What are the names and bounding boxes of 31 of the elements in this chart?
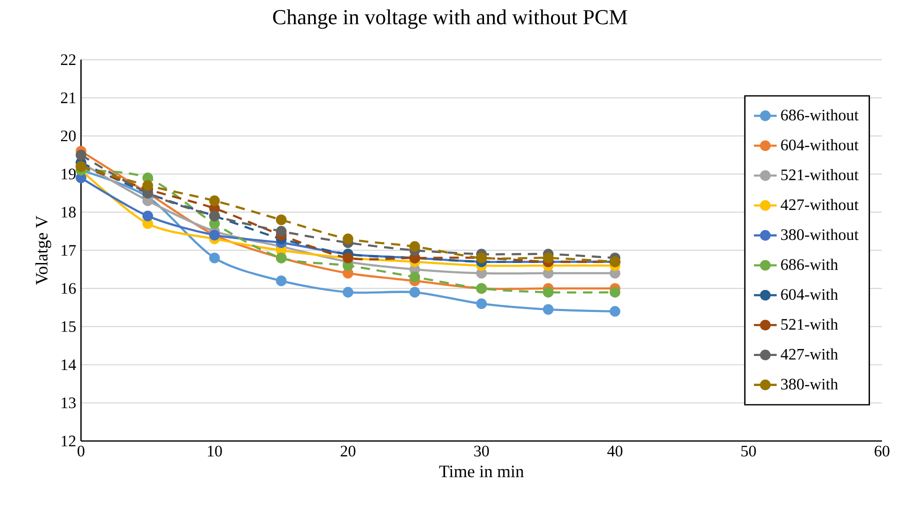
y-tick-label: 15 xyxy=(62,321,76,332)
y-tick-label: 18 xyxy=(62,206,76,218)
y-tick-label: 17 xyxy=(62,245,76,256)
y-tick-label: 12 xyxy=(62,436,76,446)
x-tick-label: 30 xyxy=(474,446,489,456)
y-tick-label: 21 xyxy=(61,92,76,104)
y-tick-label: 13 xyxy=(62,397,76,408)
x-tick-label: 40 xyxy=(607,446,622,456)
chart-title: Change in voltage with and without PCM xyxy=(273,9,628,29)
legend-label: 521-with xyxy=(781,318,838,330)
x-tick-label: 0 xyxy=(78,446,84,456)
legend-label: 427-without xyxy=(780,198,859,210)
y-tick-label: 22 xyxy=(61,54,76,65)
legend-label: 380-with xyxy=(781,378,838,390)
x-axis-title: Time in min xyxy=(439,466,524,478)
y-tick-label: 16 xyxy=(62,283,76,294)
x-tick-label: 20 xyxy=(340,446,356,456)
legend-label: 686-with xyxy=(781,258,838,270)
legend-label: 686-without xyxy=(781,109,859,120)
y-tick-label: 19 xyxy=(62,168,76,180)
legend-label: 604-with xyxy=(781,288,838,300)
y-tick-label: 20 xyxy=(61,130,76,142)
x-tick-label: 50 xyxy=(741,446,756,456)
y-axis-title: Volatge V xyxy=(35,216,52,285)
legend-label: 604-without xyxy=(781,139,859,150)
legend-label: 380-without xyxy=(781,228,859,240)
x-tick-label: 60 xyxy=(874,446,890,456)
x-tick-label: 10 xyxy=(208,446,222,456)
legend-label: 427-with xyxy=(780,348,838,360)
legend-label: 521-without xyxy=(781,169,859,180)
y-tick-label: 14 xyxy=(62,359,76,370)
